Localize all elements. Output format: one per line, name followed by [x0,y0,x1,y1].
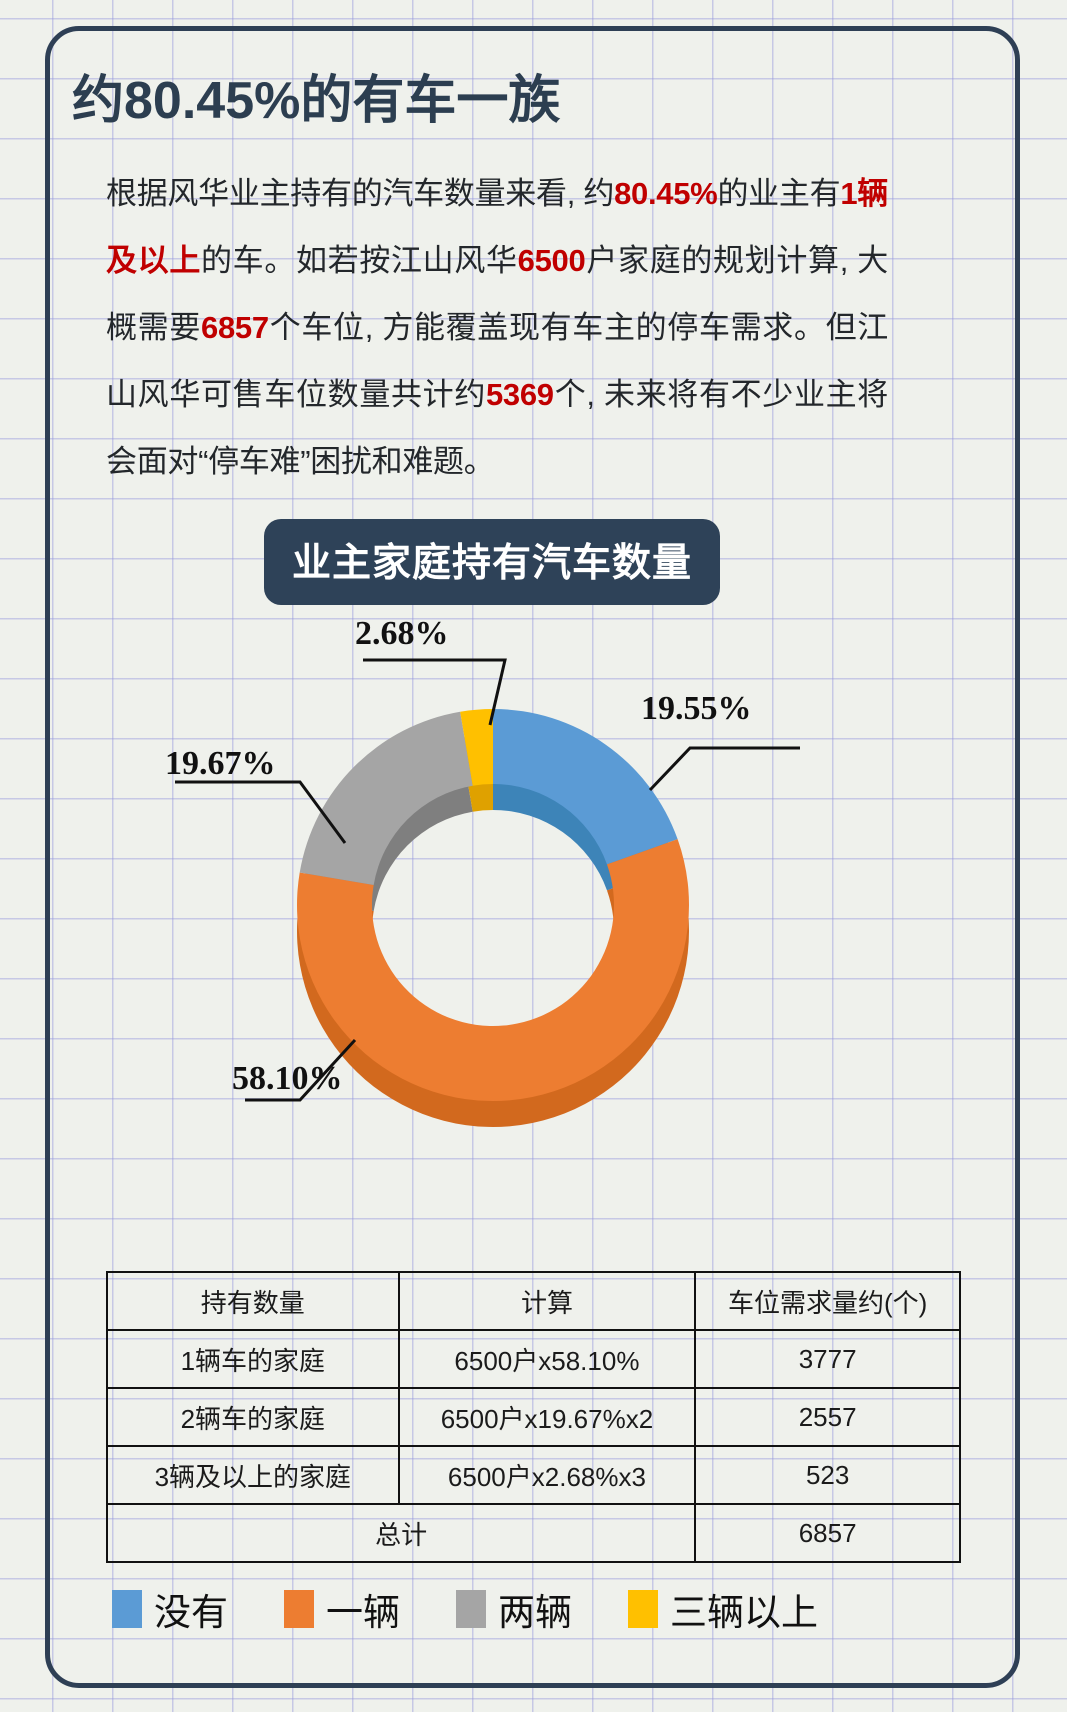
page-title: 约80.45%的有车一族 [72,72,561,130]
donut-slice-没有 [493,709,678,865]
legend-swatch-icon [112,1590,142,1628]
paragraph-text: 个车位, 方能覆盖现有车主的停车需求。但江山风华可售车位数量共计约 [106,310,888,412]
donut-slices [297,709,690,1127]
paragraph-text: 个, 未来将有不少业主将会面对“停车难”困扰和难题。 [106,377,888,479]
table-cell: 3辆及以上的家庭 [106,1445,400,1505]
table-row: 2辆车的家庭 6500户x19.67%x2 2557 [106,1387,961,1447]
legend-swatch-icon [456,1590,486,1628]
legend-item-三辆以上[interactable]: 三辆以上 [628,1582,818,1636]
leader-line-orange [245,1038,357,1102]
paragraph-highlight: 6500 [517,243,586,278]
paragraph-highlight: 5369 [485,377,554,412]
legend-label: 两辆 [498,1592,572,1633]
donut-slice-一辆 [297,839,690,1102]
table-cell: 523 [694,1445,961,1505]
paragraph-highlight: 1辆及以上 [106,176,888,278]
parking-demand-table: 持有数量 计算 车位需求量约(个) 1辆车的家庭 6500户x58.10% 3777… [105,1271,961,1563]
leader-line-gray [175,780,347,844]
pie-label-one: 58.10% [232,1060,343,1097]
chart-title-badge: 业主家庭持有汽车数量 [264,519,721,605]
legend-swatch-icon [628,1590,658,1628]
table-header-cell: 车位需求量约(个) [694,1271,961,1331]
table-row: 3辆及以上的家庭 6500户x2.68%x3 523 [106,1445,961,1505]
table-cell: 2辆车的家庭 [106,1387,400,1447]
table-header-cell: 计算 [397,1271,697,1331]
table-body: 1辆车的家庭 6500户x58.10% 3777 2辆车的家庭 6500户x19.67%… [105,1329,961,1563]
legend-item-一辆[interactable]: 一辆 [284,1582,400,1636]
paragraph-text: 的车。如若按江山风华 [201,243,518,278]
legend-label: 一辆 [326,1592,400,1633]
donut-slice-三辆以上 [460,709,493,786]
paragraph-highlight: 80.45% [614,176,718,211]
legend-item-两辆[interactable]: 两辆 [456,1582,572,1636]
table-row: 1辆车的家庭 6500户x58.10% 3777 [106,1329,961,1389]
paragraph-text: 户家庭的规划计算, 大概需要 [106,243,888,345]
table-total-row: 总计 6857 [105,1503,961,1563]
table-header-cell: 持有数量 [106,1271,400,1331]
pie-label-none: 19.55% [641,690,752,727]
leader-lines [175,658,800,1102]
table-cell: 6500户x58.10% [397,1329,697,1389]
table-cell: 3777 [694,1329,961,1389]
body-paragraph: 根据风华业主持有的汽车数量来看, 约80.45%的业主有1辆及以上的车。如若按江… [106,160,888,495]
table-cell: 2557 [694,1387,961,1447]
pie-label-two: 19.67% [165,745,276,782]
table-header-row: 持有数量 计算 车位需求量约(个) [106,1271,961,1331]
chart-legend: 没有 一辆 两辆 三辆以上 [112,1582,874,1636]
table-cell: 1辆车的家庭 [106,1329,400,1389]
legend-label: 没有 [154,1592,228,1633]
donut-chart: 2.68% 19.55% 19.67% 58.10% [0,600,1067,1160]
table-cell: 6500户x2.68%x3 [397,1445,697,1505]
legend-swatch-icon [284,1590,314,1628]
paragraph-highlight: 6857 [201,310,269,345]
leader-line-blue [648,746,800,792]
table-total-label: 总计 [105,1503,697,1563]
table-cell: 6500户x19.67%x2 [397,1387,697,1447]
pie-label-three-or-more: 2.68% [355,615,449,652]
paragraph-text: 根据风华业主持有的汽车数量来看, 约 [106,176,615,211]
paragraph-text: 的业主有 [717,176,841,211]
donut-chart-svg [175,658,800,1127]
legend-label: 三辆以上 [670,1592,818,1633]
table-total-value: 6857 [694,1503,961,1563]
leader-line-yellow [363,658,507,726]
legend-item-没有[interactable]: 没有 [112,1582,228,1636]
